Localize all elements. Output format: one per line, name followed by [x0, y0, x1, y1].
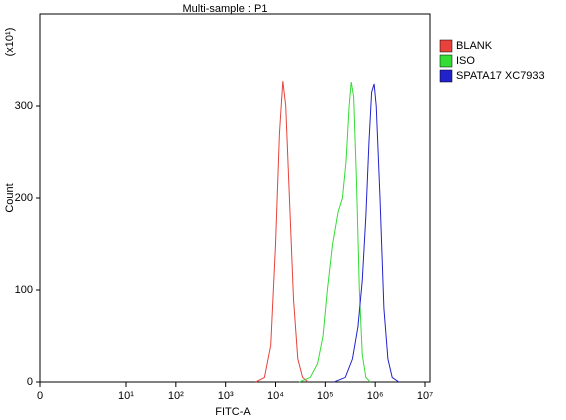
y-tick-label: 0 — [27, 376, 33, 388]
histogram-line — [333, 83, 400, 383]
y-tick-label: 200 — [15, 192, 33, 204]
x-tick-label: 10⁶ — [367, 390, 384, 402]
x-tick-label: 10⁴ — [267, 390, 284, 402]
x-tick-label: 10⁷ — [417, 390, 433, 402]
plot-frame — [39, 13, 431, 383]
y-axis-label: Count — [4, 183, 16, 212]
legend-label: ISO — [456, 55, 475, 67]
y-tick-label: 100 — [15, 284, 33, 296]
histogram-line — [255, 81, 309, 383]
x-tick-label: 10¹ — [118, 390, 134, 402]
y-tick-label: 300 — [15, 100, 33, 112]
x-axis-label: FITC-A — [215, 406, 251, 418]
legend-swatch — [439, 69, 453, 83]
x-tick-label: 10³ — [218, 390, 234, 402]
chart-title: Multi-sample : P1 — [183, 3, 268, 15]
x-tick-label: 0 — [37, 390, 43, 402]
legend-label: BLANK — [456, 40, 493, 52]
y-multiplier: (x10¹) — [4, 28, 16, 57]
legend-swatch — [439, 54, 453, 68]
legend-label: SPATA17 XC7933 — [456, 70, 545, 82]
legend-swatch — [439, 39, 453, 53]
x-tick-label: 10⁵ — [317, 390, 334, 402]
x-tick-label: 10² — [168, 390, 184, 402]
histogram-line — [299, 82, 371, 383]
